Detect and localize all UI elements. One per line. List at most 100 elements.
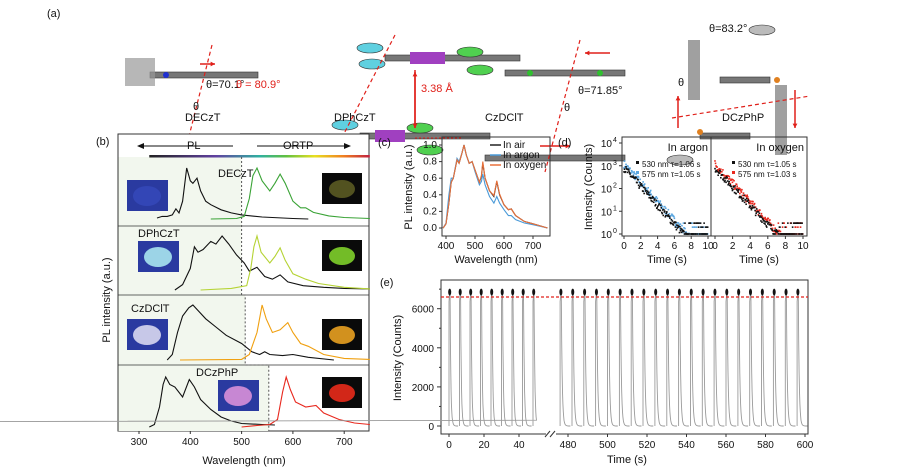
decay-data-point <box>655 196 658 198</box>
decay-data-point <box>750 207 752 209</box>
decay-data-point <box>661 205 664 207</box>
pulse-cycle-9 <box>0 294 538 426</box>
decay-data-point <box>639 178 641 181</box>
decay-data-point <box>798 233 801 235</box>
decay-data-point <box>679 225 681 228</box>
decay-data-point <box>732 188 734 191</box>
legend-in-air: In air <box>503 140 526 151</box>
x-tick-label: 500 <box>467 241 484 252</box>
decay-data-point <box>684 222 686 224</box>
pulse-cycle-2 <box>459 294 469 427</box>
pulse-peak-marker <box>490 288 494 296</box>
decay-data-point <box>681 228 683 231</box>
decay-data-point <box>799 222 802 224</box>
decay-data-point <box>653 198 656 200</box>
decay-data-point <box>682 229 685 232</box>
x-tick-label: 4 <box>747 241 753 252</box>
decay-data-point <box>671 220 674 222</box>
decay-data-point <box>628 170 630 172</box>
decay-data-point <box>749 205 752 208</box>
dphczt-distance-arrow-up-head <box>412 72 418 77</box>
pulse-cycle-18 <box>654 294 666 427</box>
decay-data-point <box>642 181 644 183</box>
spectrum-in-oxygen <box>442 144 548 229</box>
x-tick-label: 600 <box>797 440 814 451</box>
y-tick-exponent: 0 <box>613 228 617 235</box>
decay-data-point <box>694 226 696 228</box>
decay-data-point <box>702 233 705 235</box>
decay-data-point <box>739 188 742 190</box>
decay-data-point <box>747 201 750 204</box>
decay-data-point <box>673 215 675 218</box>
decay-data-point <box>774 230 777 233</box>
decay-data-point <box>740 196 743 199</box>
decay-data-point <box>683 230 685 233</box>
decay-data-point <box>745 203 747 206</box>
czdclt-dipole-arrow-lower-head <box>565 143 570 149</box>
powder-afterglow-uv-off <box>329 384 355 402</box>
deczt-stacking-axis <box>179 44 213 173</box>
decay-data-point <box>801 222 803 224</box>
pulse-cycle-28 <box>772 294 784 427</box>
decay-data-point <box>657 200 660 203</box>
decay-data-point <box>779 226 781 228</box>
decay-data-point <box>740 191 743 193</box>
decay-data-point <box>734 188 736 190</box>
decay-data-point <box>749 201 752 203</box>
pulse-peak-marker <box>737 288 741 296</box>
pulse-peak-marker <box>606 288 610 296</box>
decay-data-point <box>761 221 763 223</box>
pulse-cycle-14 <box>607 294 618 427</box>
decay-data-point <box>679 223 682 225</box>
decay-data-point <box>652 197 655 199</box>
decay-data-point <box>778 229 781 232</box>
decay-data-point <box>691 226 694 228</box>
decay-data-point <box>735 188 738 191</box>
decay-data-point <box>745 200 747 203</box>
decay-data-point <box>729 182 732 185</box>
theta-symbol-deczt: θ <box>193 101 199 113</box>
pulse-cycle-16 <box>630 294 642 427</box>
decay-data-point <box>653 199 656 201</box>
decay-data-point <box>792 233 794 235</box>
decay-data-point <box>638 181 640 183</box>
theta-symbol-dczphp: θ <box>678 77 684 89</box>
axis-break-mark <box>549 430 556 438</box>
decay-data-point <box>633 172 636 175</box>
decay-data-point <box>759 215 762 218</box>
pulse-cycle-21 <box>690 294 701 427</box>
decay-data-point <box>750 202 752 205</box>
decay-data-point <box>673 217 676 220</box>
decay-data-point <box>706 233 708 235</box>
decay-data-point <box>635 173 637 175</box>
decay-data-point <box>797 226 799 228</box>
decay-data-point <box>688 222 690 224</box>
decay-data-point <box>736 187 739 190</box>
decay-data-point <box>778 230 780 233</box>
panel-c-label: (c) <box>378 137 391 149</box>
decay-data-point <box>775 233 778 235</box>
pulse-cycle-25 <box>737 294 749 427</box>
decay-data-point <box>694 222 696 224</box>
decay-data-point <box>627 168 630 171</box>
pl-curve-dphczt <box>174 235 370 291</box>
decay-data-point <box>683 233 686 235</box>
pulse-peak-marker <box>784 288 788 296</box>
decay-data-point <box>654 204 657 207</box>
decay-data-point <box>748 206 751 209</box>
decay-data-point <box>739 196 742 199</box>
decay-data-point <box>751 204 754 207</box>
decay-data-point <box>640 184 642 186</box>
decay-data-point <box>673 222 676 224</box>
decay-data-point <box>785 226 788 228</box>
decay-data-point <box>629 167 631 170</box>
panel-b-ylabel: PL intensity (a.u.) <box>101 257 113 342</box>
decay-data-point <box>665 207 667 210</box>
decay-data-point <box>779 230 782 233</box>
y-tick-label: 6000 <box>412 305 435 316</box>
decay-data-point <box>727 182 730 185</box>
decay-data-point <box>664 212 667 215</box>
decay-axes-in-oxygen <box>710 136 808 237</box>
decay-data-point <box>703 222 705 224</box>
x-tick-label: 540 <box>678 440 695 451</box>
